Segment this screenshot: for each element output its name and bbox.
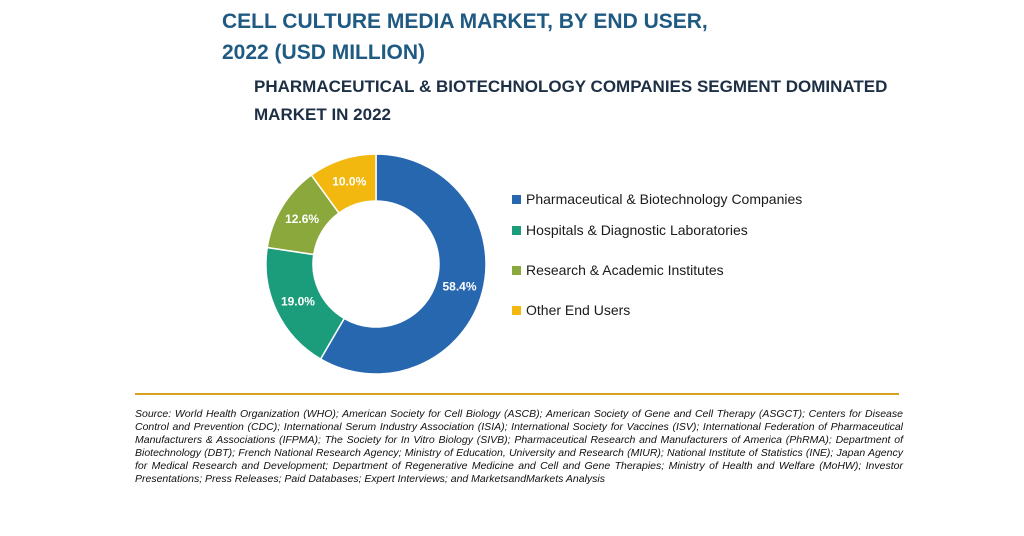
legend-label-3: Other End Users — [526, 302, 631, 318]
legend-swatch-0 — [512, 194, 521, 204]
slice-label-2: 12.6% — [285, 212, 319, 226]
donut-slice-0 — [319, 153, 487, 375]
chart-subtitle: PHARMACEUTICAL & BIOTECHNOLOGY COMPANIES… — [254, 73, 894, 129]
legend-label-2: Research & Academic Institutes — [526, 262, 724, 278]
legend-item-2: Research & Academic Institutes — [512, 250, 932, 290]
chart-subtitle-line-2: MARKET IN 2022 — [254, 105, 391, 124]
divider — [135, 393, 899, 395]
chart-subtitle-line-1: PHARMACEUTICAL & BIOTECHNOLOGY COMPANIES… — [254, 77, 888, 96]
chart-title-line-1: CELL CULTURE MEDIA MARKET, BY END USER, — [222, 10, 708, 33]
source-note: Source: World Health Organization (WHO);… — [135, 408, 903, 485]
legend-item-3: Other End Users — [512, 290, 932, 330]
donut-slice-3 — [310, 153, 377, 215]
slice-label-3: 10.0% — [332, 175, 366, 189]
legend-swatch-2 — [512, 265, 521, 275]
chart-legend: Pharmaceutical & Biotechnology Companies… — [512, 188, 932, 330]
chart-title-line-2: 2022 (USD MILLION) — [222, 41, 426, 64]
legend-label-1: Hospitals & Diagnostic Laboratories — [526, 222, 748, 238]
donut-chart: 58.4% 19.0% 12.6% 10.0% — [265, 153, 487, 375]
legend-item-0: Pharmaceutical & Biotechnology Companies — [512, 188, 932, 210]
slice-label-1: 19.0% — [281, 294, 315, 308]
slice-label-0: 58.4% — [442, 280, 476, 294]
legend-item-1: Hospitals & Diagnostic Laboratories — [512, 210, 932, 250]
chart-title: CELL CULTURE MEDIA MARKET, BY END USER, … — [222, 6, 782, 68]
legend-swatch-1 — [512, 225, 521, 235]
legend-swatch-3 — [512, 305, 521, 315]
legend-label-0: Pharmaceutical & Biotechnology Companies — [526, 191, 803, 207]
